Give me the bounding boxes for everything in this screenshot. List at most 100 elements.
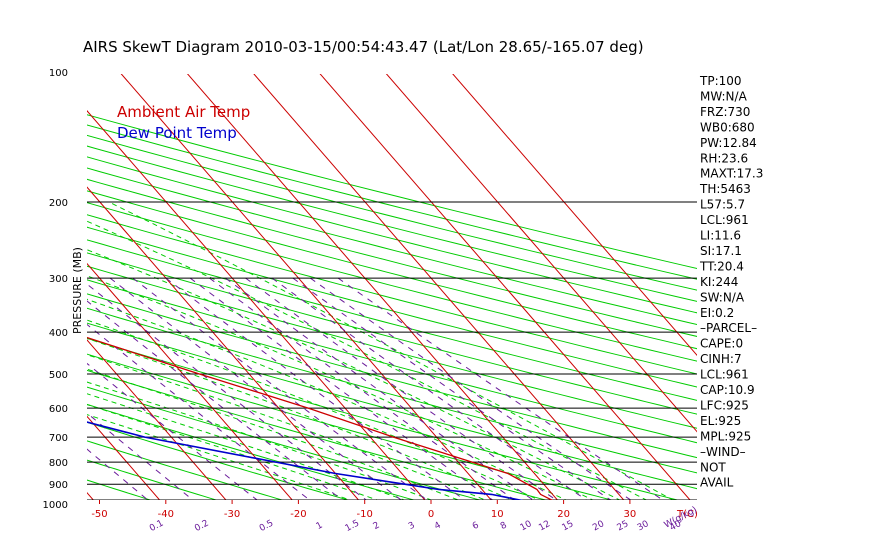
isotherm-line (87, 415, 161, 500)
mixing-ratio-tick-label: 20 (591, 519, 606, 533)
pressure-tick-label: 300 (49, 274, 68, 285)
stat-entry: PW:12.84 (700, 136, 757, 150)
dry-adiabat-line (87, 156, 697, 314)
mixing-ratio-axis: 0.1 0.2 0.5 1 1.5 2 3 4 6 8 10 12 15 20 25 30 40 (148, 518, 683, 534)
stat-entry: NOT (700, 460, 726, 474)
mixing-ratio-lines (87, 277, 664, 500)
moist-adiabat-line (87, 393, 406, 500)
stat-entry: SW:N/A (700, 290, 745, 304)
moist-adiabats (87, 201, 674, 500)
dry-adiabat-line (87, 145, 697, 302)
dry-adiabat-line (87, 190, 697, 350)
stat-entry: MPL:925 (700, 429, 751, 443)
dry-adiabat-line (87, 337, 680, 500)
mixing-ratio-line (87, 283, 367, 500)
mixing-ratio-line (189, 277, 494, 500)
dry-adiabat-line (87, 214, 697, 375)
mixing-ratio-line (87, 362, 258, 500)
dry-adiabat-line (87, 386, 482, 500)
stat-entry: WB0:680 (700, 120, 755, 134)
stat-entry: MAXT:17.3 (700, 167, 763, 181)
dry-adiabat-line (87, 322, 697, 490)
bottom-temp-tick-label: -40 (158, 509, 174, 520)
mixing-ratio-tick-label: 2 (372, 520, 382, 532)
dew-point-temp-line (87, 421, 524, 500)
dry-adiabat-line (87, 293, 697, 459)
y-axis-label: PRESSURE (MB) (71, 247, 84, 334)
mixing-ratio-tick-label: 0.1 (148, 518, 165, 534)
mixing-ratio-tick-label: 3 (407, 520, 417, 532)
mixing-ratio-tick-label: 10 (519, 519, 534, 533)
dry-adiabat-line (87, 369, 548, 500)
mixing-ratio-tick-label: 1 (315, 520, 325, 532)
stat-entry: FRZ:730 (700, 105, 750, 119)
stat-entry: CAPE:0 (700, 337, 743, 351)
legend-dew-point-temp: Dew Point Temp (117, 124, 237, 142)
isotherm-line (0, 72, 38, 513)
stat-entry: TT:20.4 (699, 259, 744, 273)
mixing-ratio-tick-label: 0.2 (193, 518, 210, 534)
dry-adiabat-line (87, 178, 697, 337)
isotherm-line (385, 74, 697, 433)
bottom-temp-tick-label: 10 (491, 509, 504, 520)
dry-adiabat-line (87, 114, 697, 270)
isotherm-line (319, 74, 691, 500)
mixing-ratio-tick-label: 6 (471, 520, 481, 532)
stat-entry: LCL:961 (700, 213, 749, 227)
bottom-temp-tick-label: 0 (428, 509, 434, 520)
bottom-temp-tick-label: 20 (557, 509, 570, 520)
bottom-temp-tick-label: 30 (624, 509, 637, 520)
mixing-ratio-tick-label: 8 (499, 520, 509, 532)
isotherm-line (87, 491, 94, 500)
isotherm-line (87, 186, 360, 500)
stat-entry: RH:23.6 (700, 151, 748, 165)
isotherms (0, 72, 697, 513)
stat-entry: LI:11.6 (700, 229, 741, 243)
mixing-ratio-tick-label: 12 (537, 519, 552, 533)
mixing-ratio-line (109, 277, 402, 500)
stat-entry: L57:5.7 (700, 198, 745, 212)
pressure-tick-label: 100 (49, 68, 68, 79)
profiles (87, 336, 554, 500)
dry-adiabat-line (87, 252, 697, 415)
stat-entry: KI:244 (700, 275, 738, 289)
dry-adiabat-line (87, 353, 614, 500)
moist-adiabat-line (108, 201, 674, 500)
bottom-temp-tick-label: -10 (357, 509, 373, 520)
dry-adiabat-line (87, 440, 284, 500)
stat-entry: TP:100 (699, 74, 742, 88)
mixing-ratio-line (310, 277, 632, 500)
pressure-tick-label: 1000 (43, 500, 68, 511)
mixing-ratio-line (209, 277, 516, 500)
pressure-tick-label: 200 (49, 198, 68, 209)
mixing-ratio-line (337, 277, 664, 500)
moist-adiabat-line (87, 381, 433, 500)
dry-adiabat-line (87, 403, 416, 500)
dry-adiabat-line (87, 479, 152, 500)
bottom-temperature-axis: -50 -40 -30 -20 -10 0 10 20 30 (91, 500, 636, 520)
dry-adiabat-line (87, 226, 697, 388)
isotherm-line (87, 262, 293, 500)
dry-adiabat-line (87, 265, 697, 429)
dry-adiabat-line (87, 124, 697, 280)
isotherm-line (452, 74, 697, 357)
stat-entry: CINH:7 (700, 352, 742, 366)
ambient-air-temp-line (87, 336, 554, 500)
moist-adiabat-line (87, 220, 648, 500)
stat-entry: –PARCEL– (700, 321, 757, 335)
pressure-tick-label: 900 (49, 480, 68, 491)
mixing-ratio-line (132, 277, 428, 500)
dry-adiabat-line (87, 239, 697, 401)
mixing-ratio-tick-label: 0.5 (258, 518, 275, 534)
mixing-ratio-line (165, 277, 466, 500)
bottom-temp-tick-label: -30 (224, 509, 240, 520)
mixing-ratio-tick-label: 1.5 (344, 518, 361, 534)
mixing-ratio-line (225, 277, 534, 500)
moist-adiabat-line (87, 298, 568, 500)
legend: Ambient Air Temp Dew Point Temp (117, 103, 250, 142)
mixing-ratio-tick-label: 4 (433, 520, 443, 532)
pressure-axis: 100 200 300 400 500 600 700 800 900 1000 (43, 68, 68, 511)
stat-entry: LCL:961 (700, 368, 749, 382)
stat-entry: MW:N/A (700, 89, 748, 103)
